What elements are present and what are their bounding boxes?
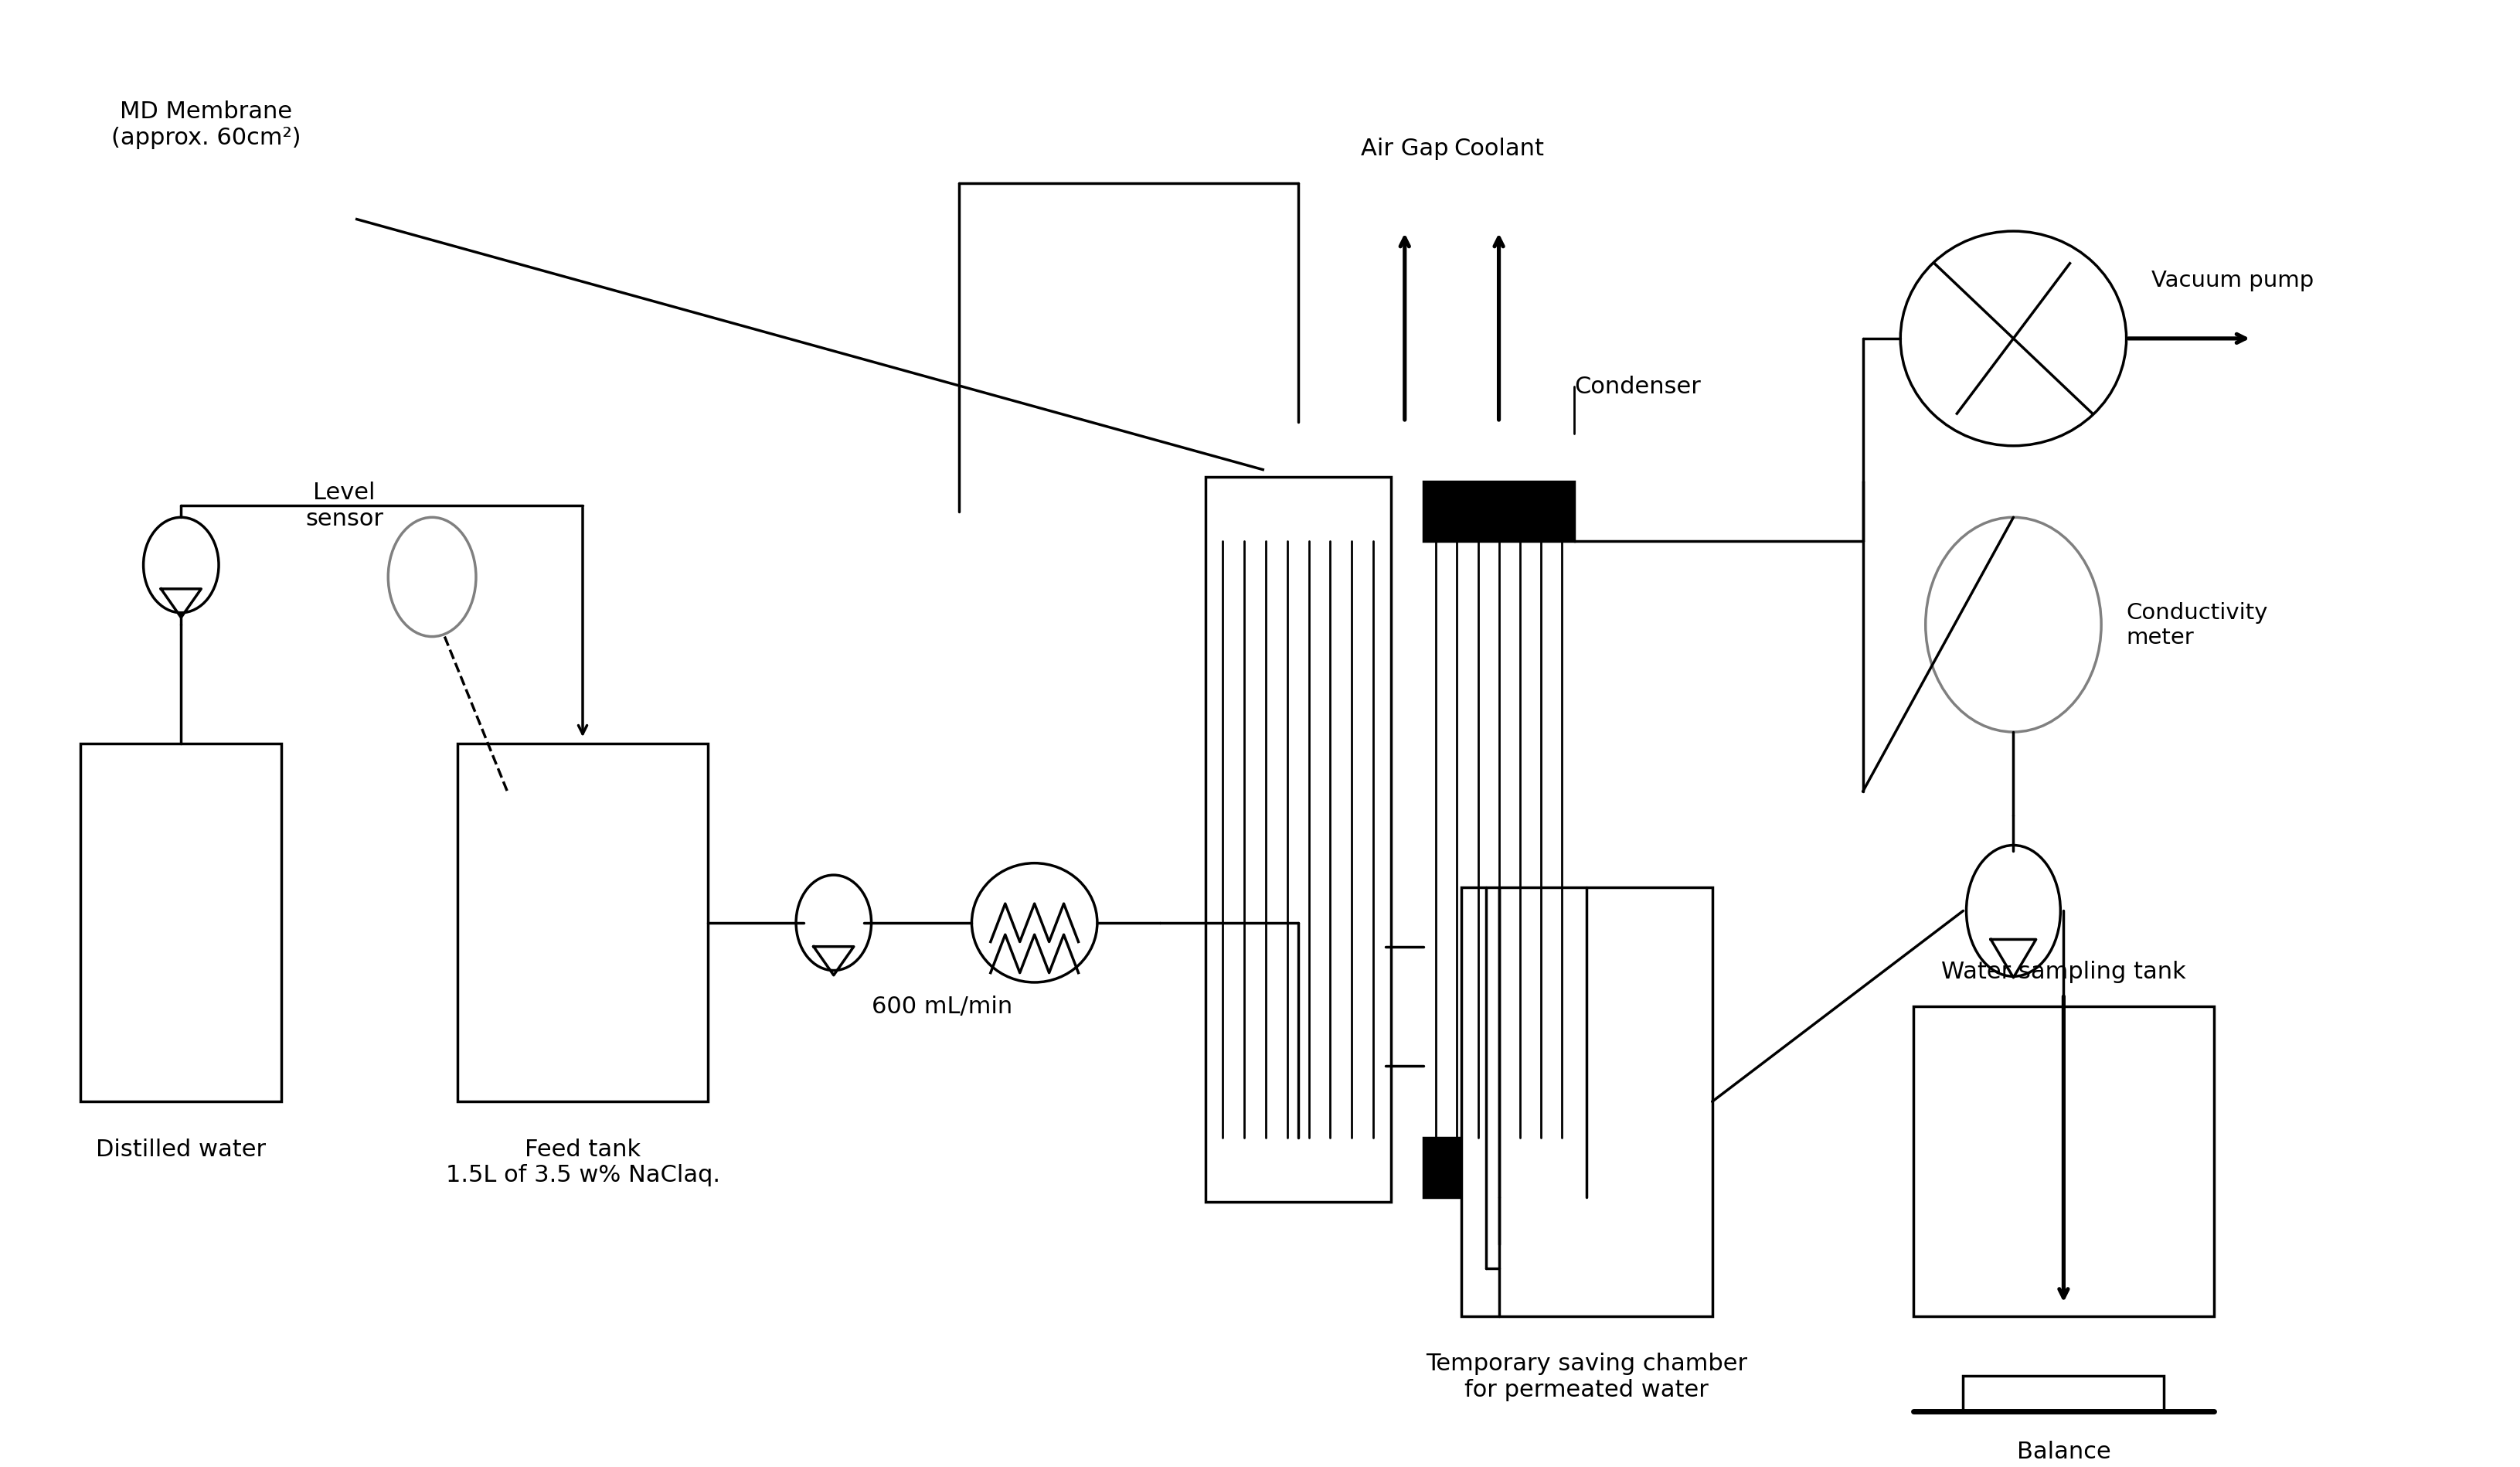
Text: Feed tank
1.5L of 3.5 w% NaClaq.: Feed tank 1.5L of 3.5 w% NaClaq.: [446, 1137, 721, 1185]
Bar: [1462, 888, 1711, 1316]
Text: Coolant: Coolant: [1454, 138, 1545, 160]
Bar: [81, 744, 282, 1102]
Text: Temporary saving chamber
for permeated water: Temporary saving chamber for permeated w…: [1426, 1353, 1746, 1401]
Bar: [1913, 1006, 2213, 1316]
Ellipse shape: [1966, 845, 2059, 977]
Ellipse shape: [388, 518, 476, 637]
Text: Conductivity
meter: Conductivity meter: [2127, 601, 2268, 648]
Ellipse shape: [1900, 232, 2127, 446]
Text: Air Gap: Air Gap: [1361, 138, 1449, 160]
Ellipse shape: [144, 518, 219, 613]
Text: Distilled water: Distilled water: [96, 1137, 267, 1160]
Text: Vacuum pump: Vacuum pump: [2150, 270, 2313, 292]
Bar: [1210, 483, 1386, 541]
Bar: [1963, 1376, 2162, 1411]
Text: 600 mL/min: 600 mL/min: [872, 995, 1013, 1018]
Ellipse shape: [1925, 518, 2102, 732]
Bar: [1205, 477, 1391, 1201]
Text: Water sampling tank: Water sampling tank: [1940, 961, 2185, 983]
Ellipse shape: [796, 876, 872, 971]
Bar: [1424, 1137, 1572, 1197]
Text: MD Membrane
(approx. 60cm²): MD Membrane (approx. 60cm²): [111, 101, 300, 150]
Circle shape: [970, 864, 1096, 983]
Bar: [456, 744, 708, 1102]
Text: Balance: Balance: [2016, 1441, 2109, 1463]
Bar: [1424, 483, 1572, 541]
Text: Level
sensor: Level sensor: [305, 481, 383, 530]
Text: Condenser: Condenser: [1572, 376, 1701, 398]
Bar: [1210, 1137, 1386, 1197]
